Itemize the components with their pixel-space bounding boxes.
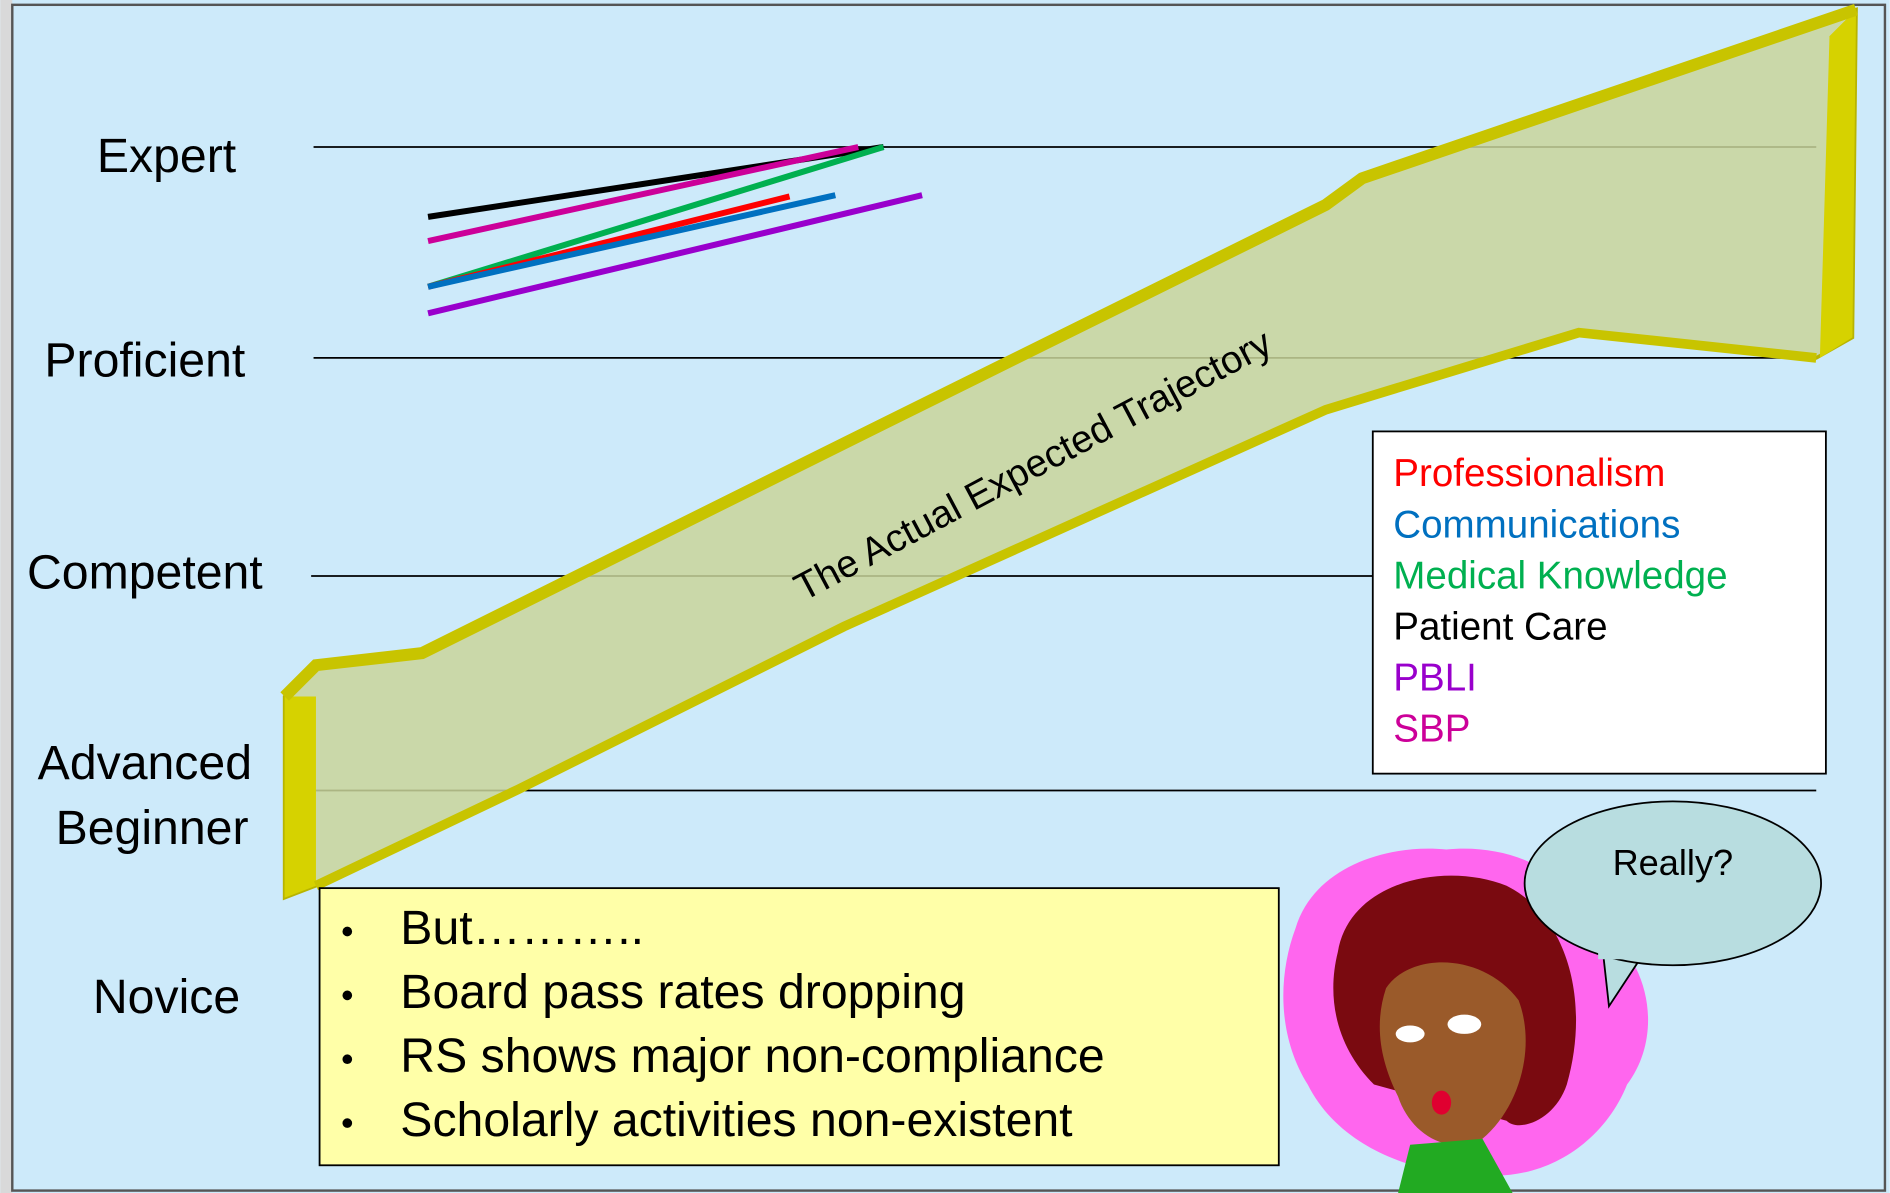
bullet-dot — [342, 1054, 352, 1064]
slide: The Actual Expected Trajectory Expert Pr… — [0, 0, 1890, 1193]
level-label: Competent — [27, 546, 263, 600]
legend-item: Patient Care — [1393, 605, 1607, 648]
band-edge — [285, 697, 316, 898]
bullet-dot — [342, 927, 352, 937]
eye — [1448, 1015, 1482, 1034]
legend-item: Medical Knowledge — [1393, 554, 1727, 597]
bullet-text: RS shows major non-compliance — [400, 1029, 1104, 1083]
legend-item: SBP — [1393, 708, 1470, 751]
bullet-text: Scholarly activities non-existent — [400, 1093, 1073, 1147]
bullet-dot — [342, 991, 352, 1001]
legend-item: PBLI — [1393, 657, 1477, 700]
bubble — [1525, 801, 1821, 965]
mouth — [1432, 1091, 1451, 1115]
legend-item: Communications — [1393, 503, 1680, 546]
level-label: Novice — [93, 970, 240, 1024]
level-label: Proficient — [44, 334, 245, 388]
legend-item: Professionalism — [1393, 452, 1665, 495]
bullet-text: But……….. — [400, 901, 644, 955]
level-label: Advanced — [38, 736, 252, 790]
bubble-join — [1598, 940, 1646, 959]
level-label: Beginner — [56, 801, 249, 855]
bullet-text: Board pass rates dropping — [400, 965, 965, 1019]
level-label: Expert — [97, 129, 237, 183]
bullet-dot — [342, 1118, 352, 1128]
eye — [1396, 1025, 1425, 1042]
bubble-text: Really? — [1613, 842, 1734, 883]
left-strip — [0, 0, 12, 1193]
